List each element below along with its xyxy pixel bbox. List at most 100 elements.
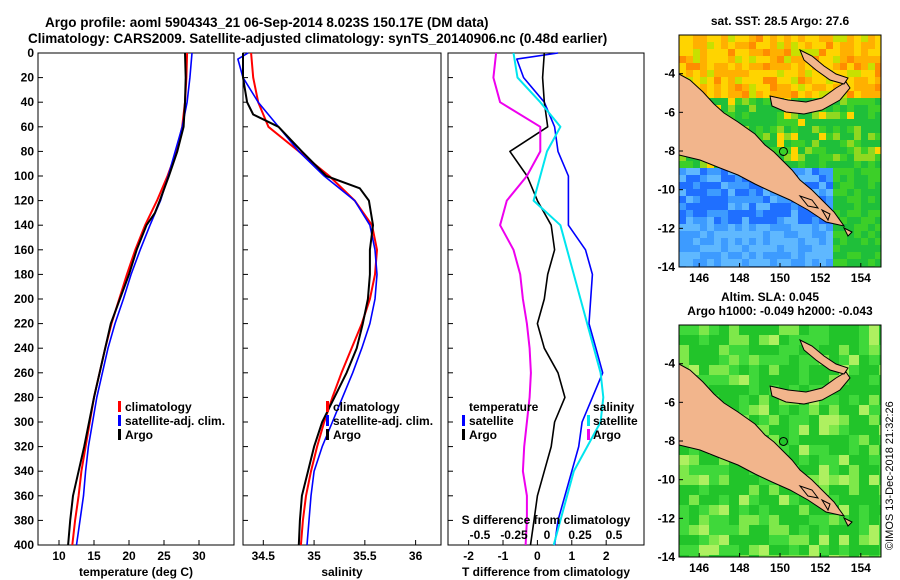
sst-cell bbox=[833, 140, 840, 147]
sst-cell bbox=[707, 210, 714, 217]
sla-cell bbox=[849, 495, 859, 505]
sst-cell bbox=[847, 126, 854, 133]
sst-cell bbox=[847, 238, 854, 245]
sla-cell bbox=[689, 525, 699, 535]
sla-cell bbox=[809, 525, 819, 535]
sst-cell bbox=[861, 42, 868, 49]
sst-cell bbox=[868, 203, 875, 210]
sla-cell bbox=[879, 365, 881, 375]
depth-tick-label: 220 bbox=[14, 317, 34, 331]
series-line-temperature-argo bbox=[509, 52, 566, 546]
sla-cell bbox=[719, 375, 729, 385]
sla-cell bbox=[819, 485, 829, 495]
series-line-satellite-adj-clim- bbox=[237, 52, 378, 546]
sla-cell bbox=[859, 555, 869, 557]
sla-cell bbox=[829, 535, 839, 545]
depth-tick-label: 340 bbox=[14, 464, 34, 478]
sst-cell bbox=[700, 203, 707, 210]
sst-cell bbox=[742, 245, 749, 252]
sla-cell bbox=[829, 525, 839, 535]
difference-series bbox=[492, 52, 605, 546]
sst-cell bbox=[847, 119, 854, 126]
sla-cell bbox=[849, 355, 859, 365]
figure-title-line2: Climatology: CARS2009. Satellite-adjuste… bbox=[28, 31, 607, 46]
sst-cell bbox=[679, 35, 686, 42]
sla-cell bbox=[719, 395, 729, 405]
sst-cell bbox=[735, 42, 742, 49]
sst-cell bbox=[812, 224, 819, 231]
sla-cell bbox=[799, 365, 809, 375]
sst-cell bbox=[728, 91, 735, 98]
sst-cell bbox=[749, 70, 756, 77]
sst-cell bbox=[861, 154, 868, 161]
sla-cell bbox=[749, 405, 759, 415]
sst-cell bbox=[728, 70, 735, 77]
sst-cell bbox=[819, 154, 826, 161]
sst-cell bbox=[728, 224, 735, 231]
series-line-argo bbox=[242, 53, 374, 546]
sst-cell bbox=[819, 35, 826, 42]
sst-cell bbox=[784, 154, 791, 161]
sla-cell bbox=[689, 335, 699, 345]
depth-tick-label: 180 bbox=[14, 267, 34, 281]
sst-cell bbox=[784, 238, 791, 245]
sst-cell bbox=[763, 140, 770, 147]
new-britain-land bbox=[769, 81, 851, 115]
sla-cell bbox=[729, 355, 739, 365]
sla-cell bbox=[759, 485, 769, 495]
sst-cell bbox=[798, 35, 805, 42]
sst-cell bbox=[798, 56, 805, 63]
depth-tick-label: 200 bbox=[14, 292, 34, 306]
sst-cell bbox=[777, 259, 784, 266]
sla-cell bbox=[799, 405, 809, 415]
sla-cell bbox=[859, 395, 869, 405]
sla-cell bbox=[859, 345, 869, 355]
sst-cell bbox=[868, 217, 875, 224]
sst-cell bbox=[721, 224, 728, 231]
sst-cell bbox=[805, 168, 812, 175]
sla-cell bbox=[829, 515, 839, 525]
sla-cell bbox=[729, 365, 739, 375]
sst-cell bbox=[735, 252, 742, 259]
sst-cell bbox=[784, 84, 791, 91]
sla-cell bbox=[679, 525, 689, 535]
sst-cell bbox=[686, 168, 693, 175]
sla-cell bbox=[709, 335, 719, 345]
sst-cell bbox=[749, 189, 756, 196]
sst-cell bbox=[679, 231, 686, 238]
sst-cell bbox=[875, 126, 881, 133]
sst-cell bbox=[714, 231, 721, 238]
sst-cell bbox=[749, 98, 756, 105]
sla-cell bbox=[849, 335, 859, 345]
lon-tick-label: 152 bbox=[810, 271, 830, 285]
sst-cell bbox=[749, 63, 756, 70]
sla-cell bbox=[769, 545, 779, 555]
legend-mark-argo bbox=[118, 429, 121, 440]
sst-cell bbox=[693, 63, 700, 70]
difference-plot-frame bbox=[447, 52, 645, 546]
sla-cell bbox=[699, 555, 709, 557]
sst-cell bbox=[868, 175, 875, 182]
sst-cell bbox=[763, 63, 770, 70]
sla-cell bbox=[769, 395, 779, 405]
sst-cell bbox=[805, 70, 812, 77]
sst-cell bbox=[833, 63, 840, 70]
sla-cell bbox=[739, 485, 749, 495]
sst-cell bbox=[756, 224, 763, 231]
sst-land bbox=[679, 48, 853, 237]
sla-cell bbox=[859, 385, 869, 395]
sla-cell bbox=[719, 515, 729, 525]
sla-cell bbox=[819, 515, 829, 525]
sla-cell bbox=[729, 465, 739, 475]
sla-cell bbox=[709, 465, 719, 475]
sst-cell bbox=[798, 147, 805, 154]
sst-cell bbox=[812, 161, 819, 168]
sla-cell bbox=[809, 405, 819, 415]
legend-mark-sal-satellite bbox=[587, 415, 590, 426]
sst-cell bbox=[763, 70, 770, 77]
sla-cell bbox=[699, 505, 709, 515]
sst-cell bbox=[833, 147, 840, 154]
sla-cell bbox=[859, 325, 869, 335]
sla-cell bbox=[809, 555, 819, 557]
sst-cell bbox=[721, 49, 728, 56]
